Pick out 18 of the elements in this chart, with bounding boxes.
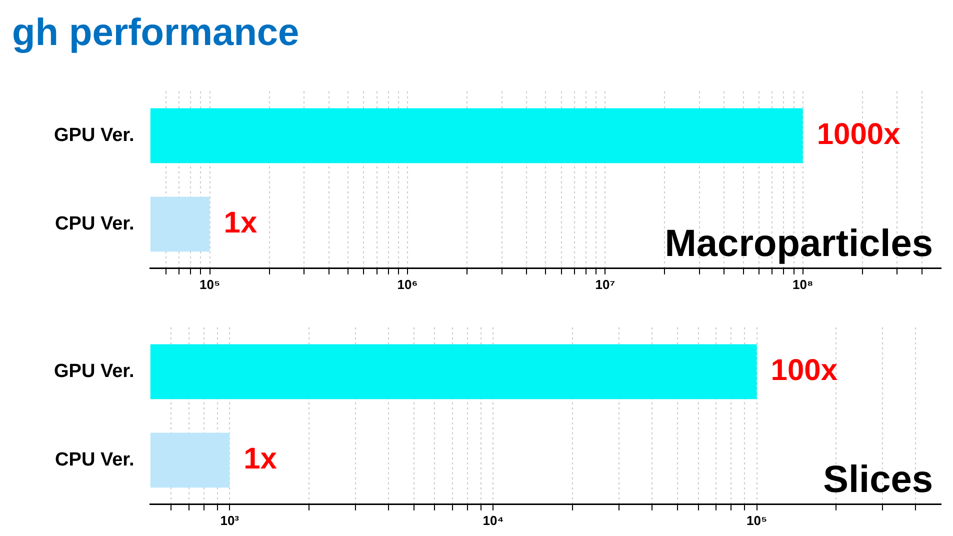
x-tick-label: 10⁵ [746, 512, 768, 528]
annotation: 100x [770, 354, 838, 387]
x-tick-label: 10⁶ [397, 276, 418, 292]
y-tick-label: GPU Ver. [54, 360, 134, 382]
y-tick-label: CPU Ver. [55, 449, 134, 470]
annotation: 1x [224, 206, 258, 240]
chart-title: gh performance [11, 11, 300, 56]
x-tick-label: 10⁷ [595, 276, 616, 292]
annotation: 1000x [816, 118, 901, 151]
x-tick-label: 10⁴ [482, 512, 504, 528]
x-tick-label: 10⁵ [199, 276, 220, 292]
annotation: Slices [823, 458, 933, 501]
annotation: Macroparticles [664, 222, 933, 265]
x-tick-label: 10⁸ [792, 276, 814, 292]
x-tick-label: 10³ [220, 512, 240, 528]
y-tick-label: CPU Ver. [55, 213, 134, 234]
annotation: 1x [244, 442, 278, 476]
y-tick-label: GPU Ver. [54, 124, 134, 146]
